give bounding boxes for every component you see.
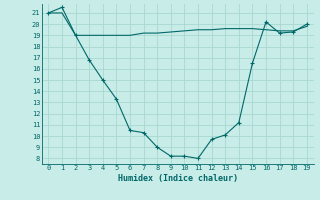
X-axis label: Humidex (Indice chaleur): Humidex (Indice chaleur) [118, 174, 237, 183]
